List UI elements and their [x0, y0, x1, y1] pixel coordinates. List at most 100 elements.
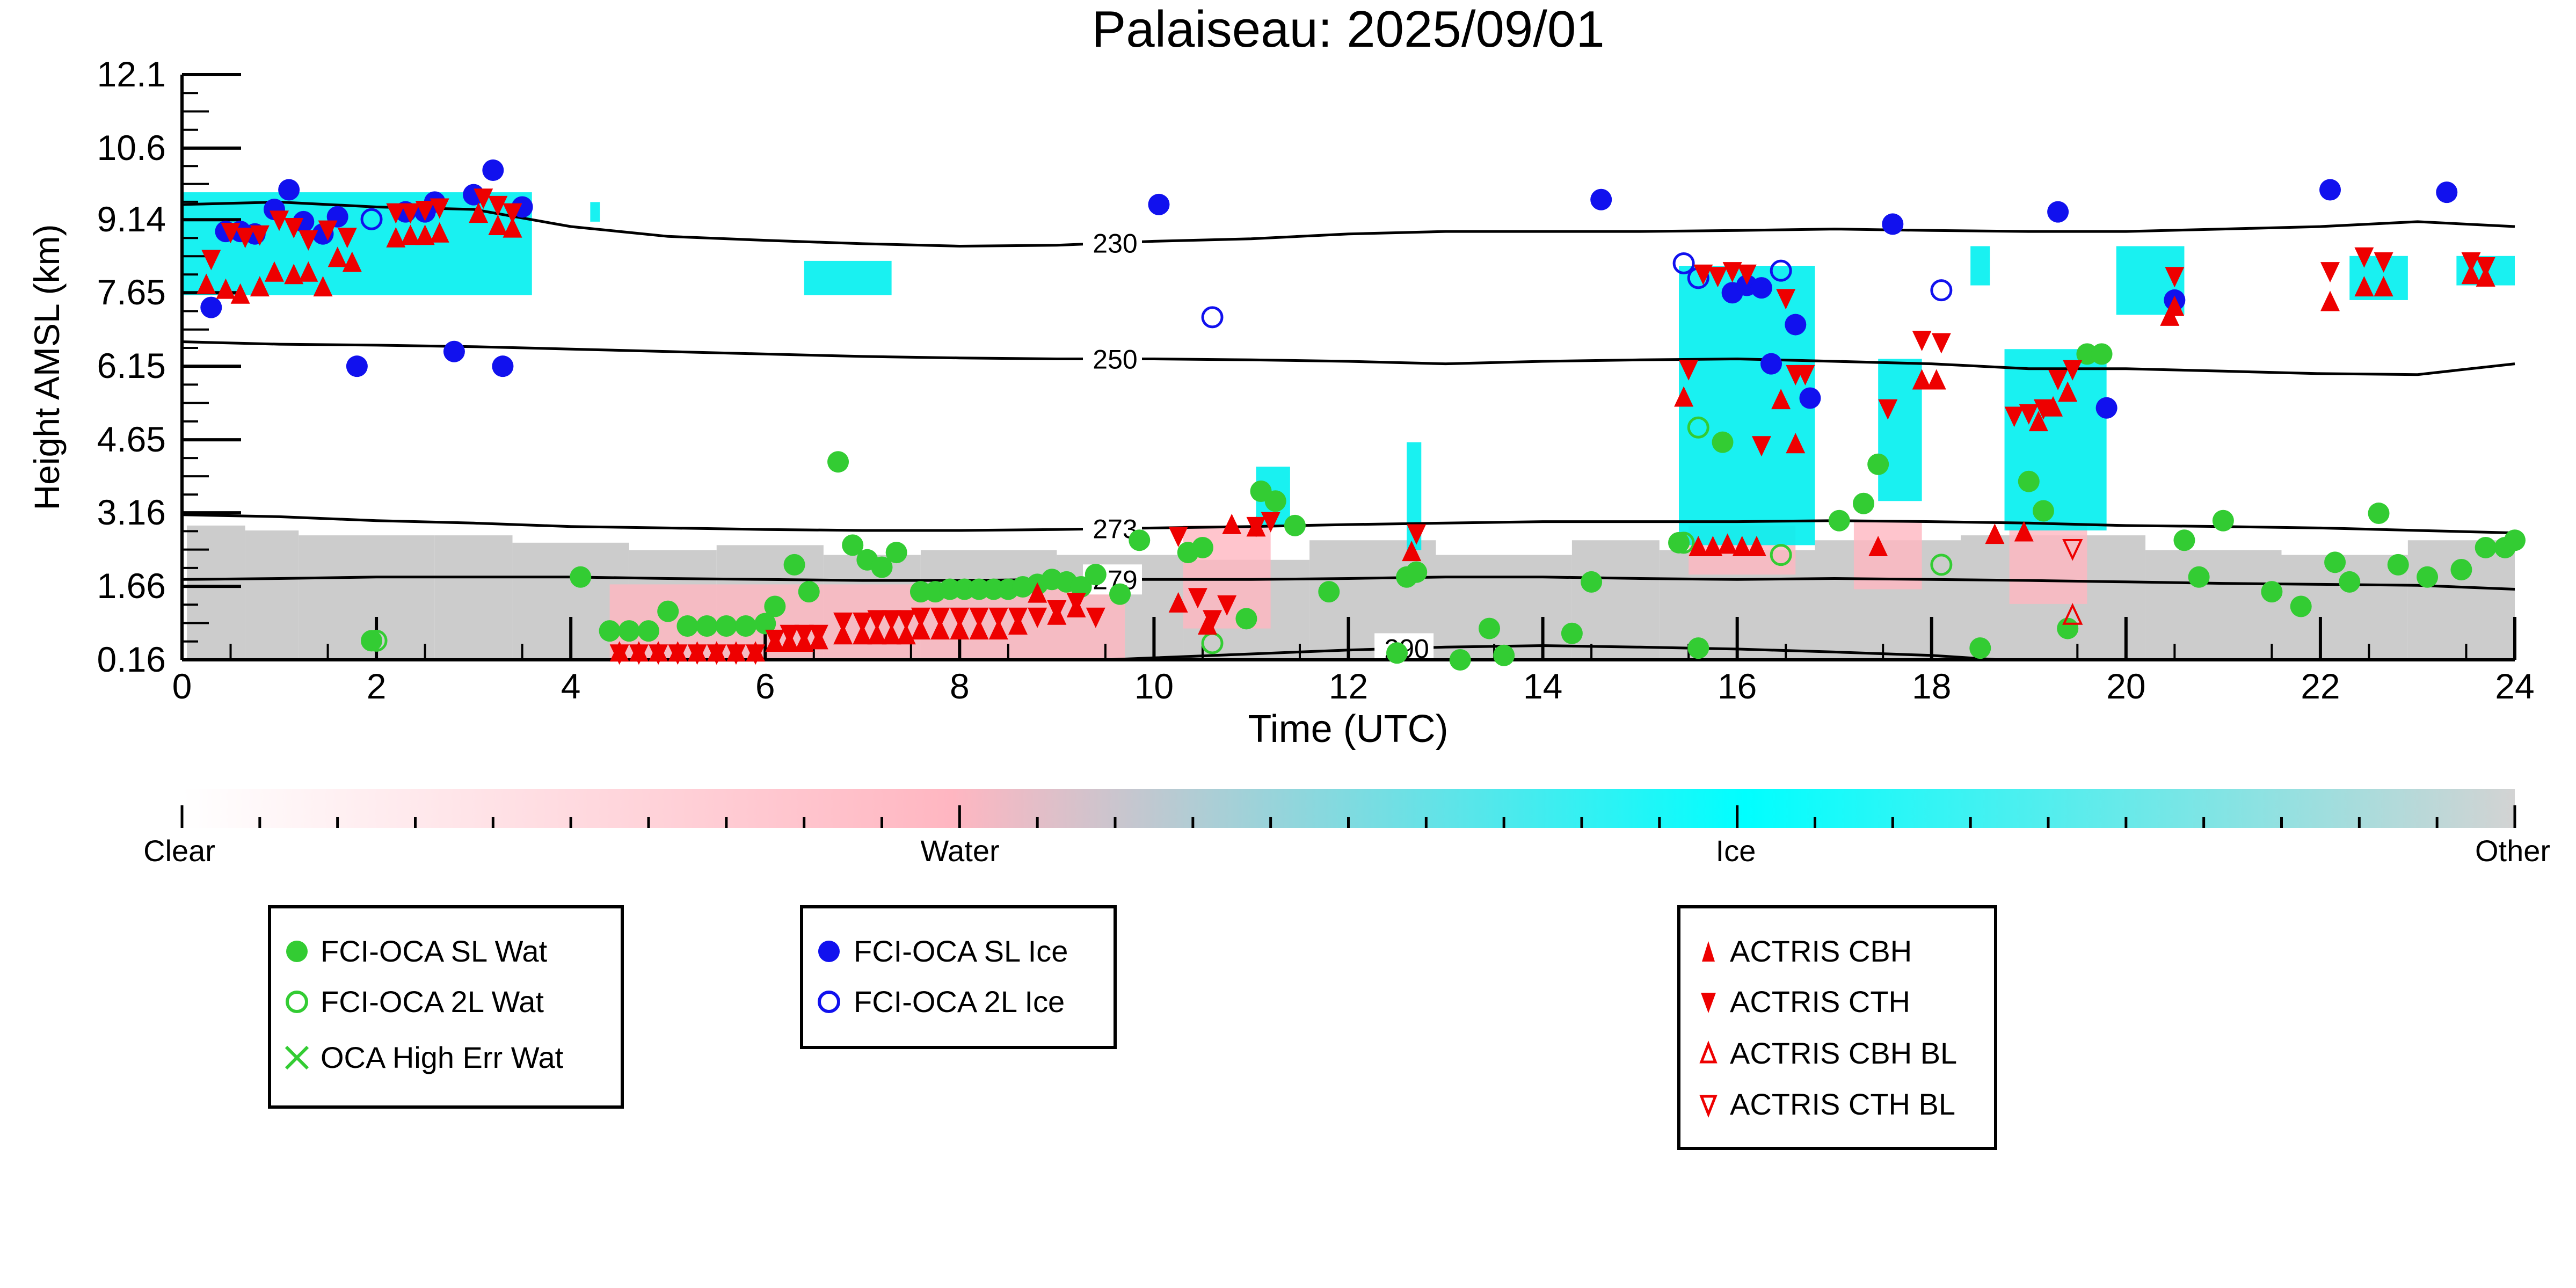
- x-tick-label: 20: [2106, 666, 2145, 706]
- legend-cth-marker: [1701, 993, 1716, 1013]
- series-fci-oca-sl-wat: [361, 343, 2526, 671]
- y-tick-label: 10.6: [97, 128, 166, 168]
- data-point: [696, 615, 718, 637]
- colorbar-label-other: Other: [2475, 834, 2550, 868]
- data-point: [867, 610, 887, 631]
- data-point: [2062, 539, 2083, 561]
- legend-2l-ice-marker: [818, 991, 840, 1013]
- data-point: [1028, 582, 1047, 603]
- data-point: [950, 607, 970, 628]
- x-tick-label: 10: [1134, 666, 1174, 706]
- data-point: [2368, 503, 2390, 525]
- data-point: [1217, 595, 1237, 616]
- data-point: [2417, 566, 2439, 588]
- data-point: [911, 619, 930, 640]
- cloud-mask-other-block: [245, 530, 299, 660]
- data-point: [1770, 544, 1792, 566]
- series-actris-cbh: [197, 202, 2495, 662]
- series-actris-cth: [201, 188, 2495, 665]
- data-point: [318, 220, 338, 241]
- colorbar-label-ice: Ice: [1716, 834, 1756, 868]
- data-point: [1878, 399, 1898, 420]
- data-point: [599, 620, 621, 642]
- data-point: [492, 355, 514, 377]
- isotherm-label-bg: [1083, 344, 1142, 374]
- data-point: [1912, 330, 1932, 351]
- data-point: [1028, 607, 1047, 628]
- data-point: [200, 296, 222, 318]
- data-point: [1882, 213, 1904, 235]
- data-point: [1264, 490, 1286, 512]
- data-point: [1008, 607, 1028, 628]
- data-point: [488, 195, 508, 216]
- data-point: [2047, 201, 2069, 223]
- colorbar-ticks: [180, 805, 2516, 828]
- data-point: [809, 624, 828, 645]
- data-point: [1070, 576, 1092, 598]
- isotherm-line-250: [181, 340, 2515, 376]
- legend-sl-wat-label: FCI-OCA SL Wat: [321, 934, 548, 968]
- data-point: [1799, 387, 1821, 409]
- data-point: [1687, 416, 1709, 439]
- data-point: [346, 355, 368, 377]
- x-tick-label: 12: [1329, 666, 1368, 706]
- data-point: [896, 610, 916, 631]
- legend-2l-wat-marker: [286, 991, 308, 1013]
- data-point: [1066, 593, 1086, 614]
- data-point: [649, 644, 668, 665]
- x-tick-label: 6: [755, 666, 775, 706]
- data-point: [1795, 365, 1815, 385]
- series-actris-cth-bl: [2062, 539, 2083, 561]
- data-point: [2475, 536, 2497, 558]
- legend-cbh-bl-label: ACTRIS CBH BL: [1730, 1036, 1957, 1070]
- chart-title: Palaiseau: 2025/09/01: [1091, 1, 1604, 58]
- data-point: [2028, 411, 2048, 432]
- data-point: [1191, 536, 1213, 558]
- cloud-mask-other-block: [434, 535, 513, 660]
- data-point: [235, 228, 255, 249]
- data-point: [2033, 399, 2053, 420]
- data-point: [2461, 252, 2481, 273]
- data-point: [328, 246, 347, 267]
- colorbar: Clear Water Ice Other: [143, 789, 2550, 868]
- legend-water-frame: [268, 905, 624, 1109]
- data-point: [930, 607, 950, 628]
- data-point: [365, 629, 388, 652]
- data-point: [896, 624, 916, 645]
- data-point: [401, 224, 420, 245]
- data-point: [1148, 193, 1170, 215]
- data-point: [2165, 267, 2185, 288]
- data-point: [618, 620, 640, 642]
- data-point: [930, 619, 950, 640]
- cloud-mask-ice-block: [590, 202, 600, 222]
- data-point: [726, 644, 746, 665]
- data-point: [1402, 541, 1422, 562]
- data-point: [2212, 510, 2234, 532]
- data-point: [2324, 551, 2346, 573]
- data-point: [707, 644, 726, 665]
- legend-water: FCI-OCA SL Wat FCI-OCA 2L Wat OCA High E…: [268, 905, 624, 1109]
- series-actris-cbh-bl: [2062, 603, 2083, 625]
- data-point: [1747, 535, 1766, 556]
- data-point: [1751, 436, 1771, 457]
- data-point: [1760, 353, 1782, 375]
- data-point: [503, 217, 522, 238]
- legend-high-err-wat-label: OCA High Err Wat: [321, 1040, 564, 1074]
- data-point: [638, 620, 659, 642]
- data-point: [216, 278, 236, 299]
- data-point: [1776, 289, 1796, 310]
- data-point: [2173, 529, 2195, 551]
- x-tick-label: 24: [2495, 666, 2534, 706]
- x-tick-label: 2: [367, 666, 387, 706]
- data-point: [754, 613, 776, 635]
- x-tick-label: 18: [1912, 666, 1951, 706]
- x-axis-label: Time (UTC): [1248, 708, 1448, 751]
- data-point: [474, 188, 493, 209]
- data-point: [1235, 608, 1257, 630]
- colorbar-label-water: Water: [920, 834, 999, 868]
- y-tick-label: 3.16: [97, 492, 166, 532]
- y-tick-label: 1.66: [97, 566, 166, 606]
- data-point: [1718, 533, 1737, 554]
- data-point: [1712, 431, 1734, 453]
- y-tick-label: 7.65: [97, 272, 166, 312]
